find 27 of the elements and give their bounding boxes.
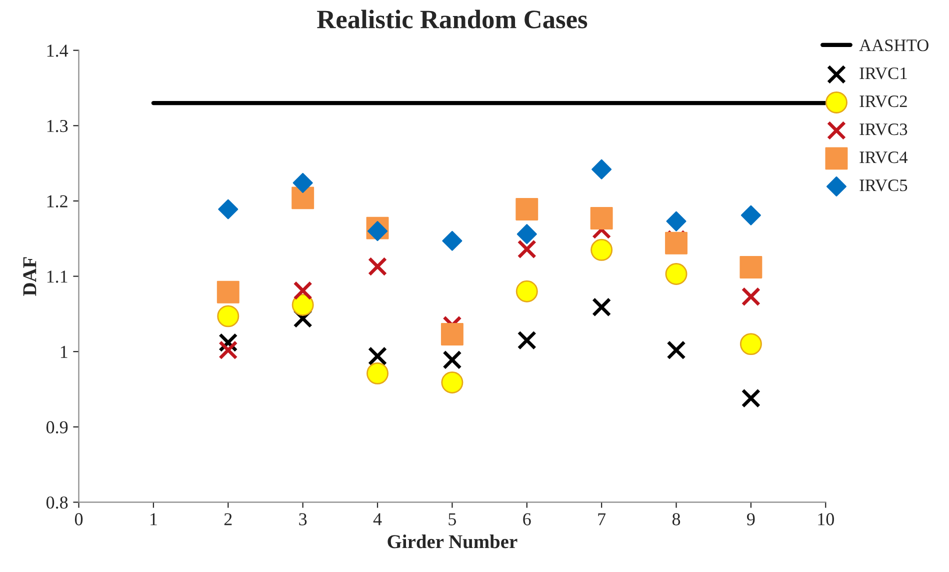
y-tick-label: 0.8 <box>46 496 68 509</box>
x-axis-title: Girder Number <box>388 534 518 548</box>
y-axis-title: DAF <box>23 257 36 296</box>
y-tick-label: 1.3 <box>47 120 68 132</box>
y-tick-label: 0.9 <box>46 421 68 434</box>
x-tick-label: 6 <box>523 513 531 526</box>
x-tick-label: 4 <box>373 513 382 526</box>
legend-label: IRVC5 <box>860 180 908 192</box>
x-tick-label: 1 <box>150 513 157 526</box>
chart-title: Realistic Random Cases <box>317 10 588 28</box>
x-tick-label: 5 <box>448 513 456 526</box>
x-tick-label: 10 <box>818 513 834 526</box>
legend-label: IRVC2 <box>860 96 907 108</box>
x-tick-label: 8 <box>672 513 680 526</box>
x-tick-label: 9 <box>747 513 755 526</box>
legend-label: IRVC1 <box>860 68 907 80</box>
x-tick-label: 3 <box>299 513 307 526</box>
y-tick-label: 1 <box>60 346 68 358</box>
y-tick-label: 1.1 <box>47 270 68 283</box>
x-tick-label: 2 <box>224 513 232 526</box>
legend-label: AASHTO <box>859 40 928 52</box>
x-tick-label: 7 <box>598 513 606 526</box>
legend-label: IRVC3 <box>860 124 908 136</box>
y-tick-label: 1.4 <box>47 44 68 57</box>
x-tick-label: 0 <box>74 513 83 526</box>
legend-label: IRVC4 <box>860 152 908 164</box>
y-tick-label: 1.2 <box>47 195 68 208</box>
